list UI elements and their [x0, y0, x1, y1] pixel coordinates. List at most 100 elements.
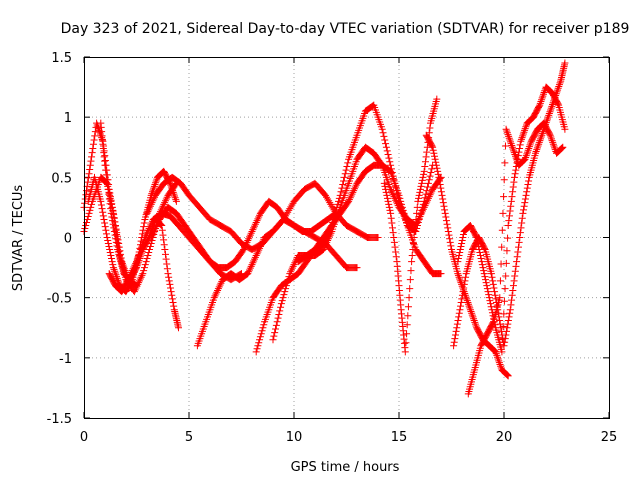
data-point-interp — [86, 166, 94, 174]
data-point — [456, 306, 464, 314]
data-point-interp — [413, 203, 421, 211]
data-point-interp — [108, 203, 116, 211]
data-point-interp — [499, 209, 507, 217]
data-point-interp — [102, 230, 110, 238]
data-point-interp — [144, 226, 152, 234]
data-point-interp — [150, 228, 158, 236]
data-point-interp — [88, 153, 96, 161]
data-point-interp — [543, 115, 551, 123]
data-point-interp — [345, 196, 353, 204]
data-point-interp — [141, 261, 149, 269]
data-point-interp — [105, 195, 113, 203]
data-point-interp — [500, 297, 508, 305]
data-point-interp — [351, 183, 359, 191]
data-point-interp — [416, 185, 424, 193]
data-point — [345, 197, 353, 205]
data-point-interp — [287, 266, 295, 274]
data-point-interp — [478, 261, 486, 269]
data-point-interp — [415, 194, 423, 202]
data-point-interp — [150, 195, 158, 203]
data-point-interp — [84, 174, 92, 182]
data-point-interp — [135, 279, 143, 287]
data-point-interp — [340, 173, 348, 181]
data-point-interp — [509, 282, 517, 290]
data-point-interp — [213, 288, 221, 296]
data-point-interp — [113, 273, 121, 281]
data-point-interp — [509, 183, 517, 191]
data-point-interp — [282, 282, 290, 290]
data-point-interp — [146, 223, 154, 231]
data-point — [172, 197, 180, 205]
data-point-interp — [335, 194, 343, 202]
data-point-interp — [250, 224, 258, 232]
data-point-interp — [383, 147, 391, 155]
data-point-interp — [272, 321, 280, 329]
data-point-interp — [158, 226, 166, 234]
data-point-interp — [212, 290, 220, 298]
data-point-interp — [509, 188, 517, 196]
data-point-interp — [490, 284, 498, 292]
data-point-interp — [91, 132, 99, 140]
data-point-interp — [502, 331, 510, 339]
data-point-interp — [163, 265, 171, 273]
data-point-interp — [256, 333, 264, 341]
data-point — [319, 246, 327, 254]
data-point-interp — [456, 275, 464, 283]
data-point-interp — [502, 272, 510, 280]
data-point-interp — [214, 285, 222, 293]
data-point-interp — [504, 371, 512, 379]
data-point-interp — [459, 234, 467, 241]
data-point-interp — [155, 217, 163, 225]
data-point-interp — [289, 262, 297, 270]
x-tick-label: 20 — [496, 430, 513, 445]
data-point-interp — [256, 336, 264, 344]
data-point-interp — [507, 197, 515, 205]
data-point-interp — [460, 284, 468, 292]
data-point-interp — [338, 184, 346, 192]
data-point-interp — [248, 261, 256, 269]
data-point-interp — [251, 253, 259, 261]
data-point-interp — [250, 257, 258, 265]
data-point-interp — [425, 176, 433, 184]
data-point-interp — [498, 243, 506, 251]
data-point-interp — [134, 280, 142, 288]
data-point-interp — [153, 221, 161, 229]
data-point-interp — [443, 220, 451, 228]
data-point-interp — [508, 141, 516, 149]
data-point-interp — [507, 301, 515, 309]
data-point-interp — [255, 213, 263, 221]
data-point-interp — [282, 212, 290, 220]
data-point-interp — [107, 252, 115, 260]
data-point-interp — [108, 255, 116, 263]
data-point-interp — [342, 166, 350, 174]
data-point-interp — [335, 197, 343, 205]
data-point-interp — [253, 217, 261, 225]
data-point-interp — [488, 309, 496, 317]
data-point-interp — [506, 207, 514, 215]
data-point — [546, 131, 554, 139]
data-point-interp — [439, 195, 447, 203]
data-point-interp — [510, 178, 518, 186]
data-point-interp — [447, 242, 455, 250]
data-point-interp — [423, 148, 431, 156]
data-point-interp — [279, 294, 287, 302]
data-point-interp — [288, 264, 296, 272]
data-point-interp — [389, 172, 397, 180]
data-point-interp — [511, 150, 519, 158]
data-point-interp — [167, 181, 175, 189]
data-point-interp — [106, 249, 114, 257]
data-point-interp — [406, 276, 414, 284]
data-point-interp — [523, 188, 531, 196]
data-point-interp — [216, 281, 224, 289]
data-point — [513, 258, 521, 266]
data-point-interp — [554, 100, 562, 108]
data-point-interp — [150, 184, 158, 192]
data-point-interp — [82, 221, 90, 229]
data-point-interp — [513, 156, 521, 164]
data-point-interp — [482, 279, 490, 287]
data-point-interp — [517, 224, 525, 232]
data-point-interp — [110, 227, 118, 235]
data-point — [559, 143, 567, 151]
data-point-interp — [551, 144, 559, 152]
data-point-interp — [291, 259, 299, 267]
